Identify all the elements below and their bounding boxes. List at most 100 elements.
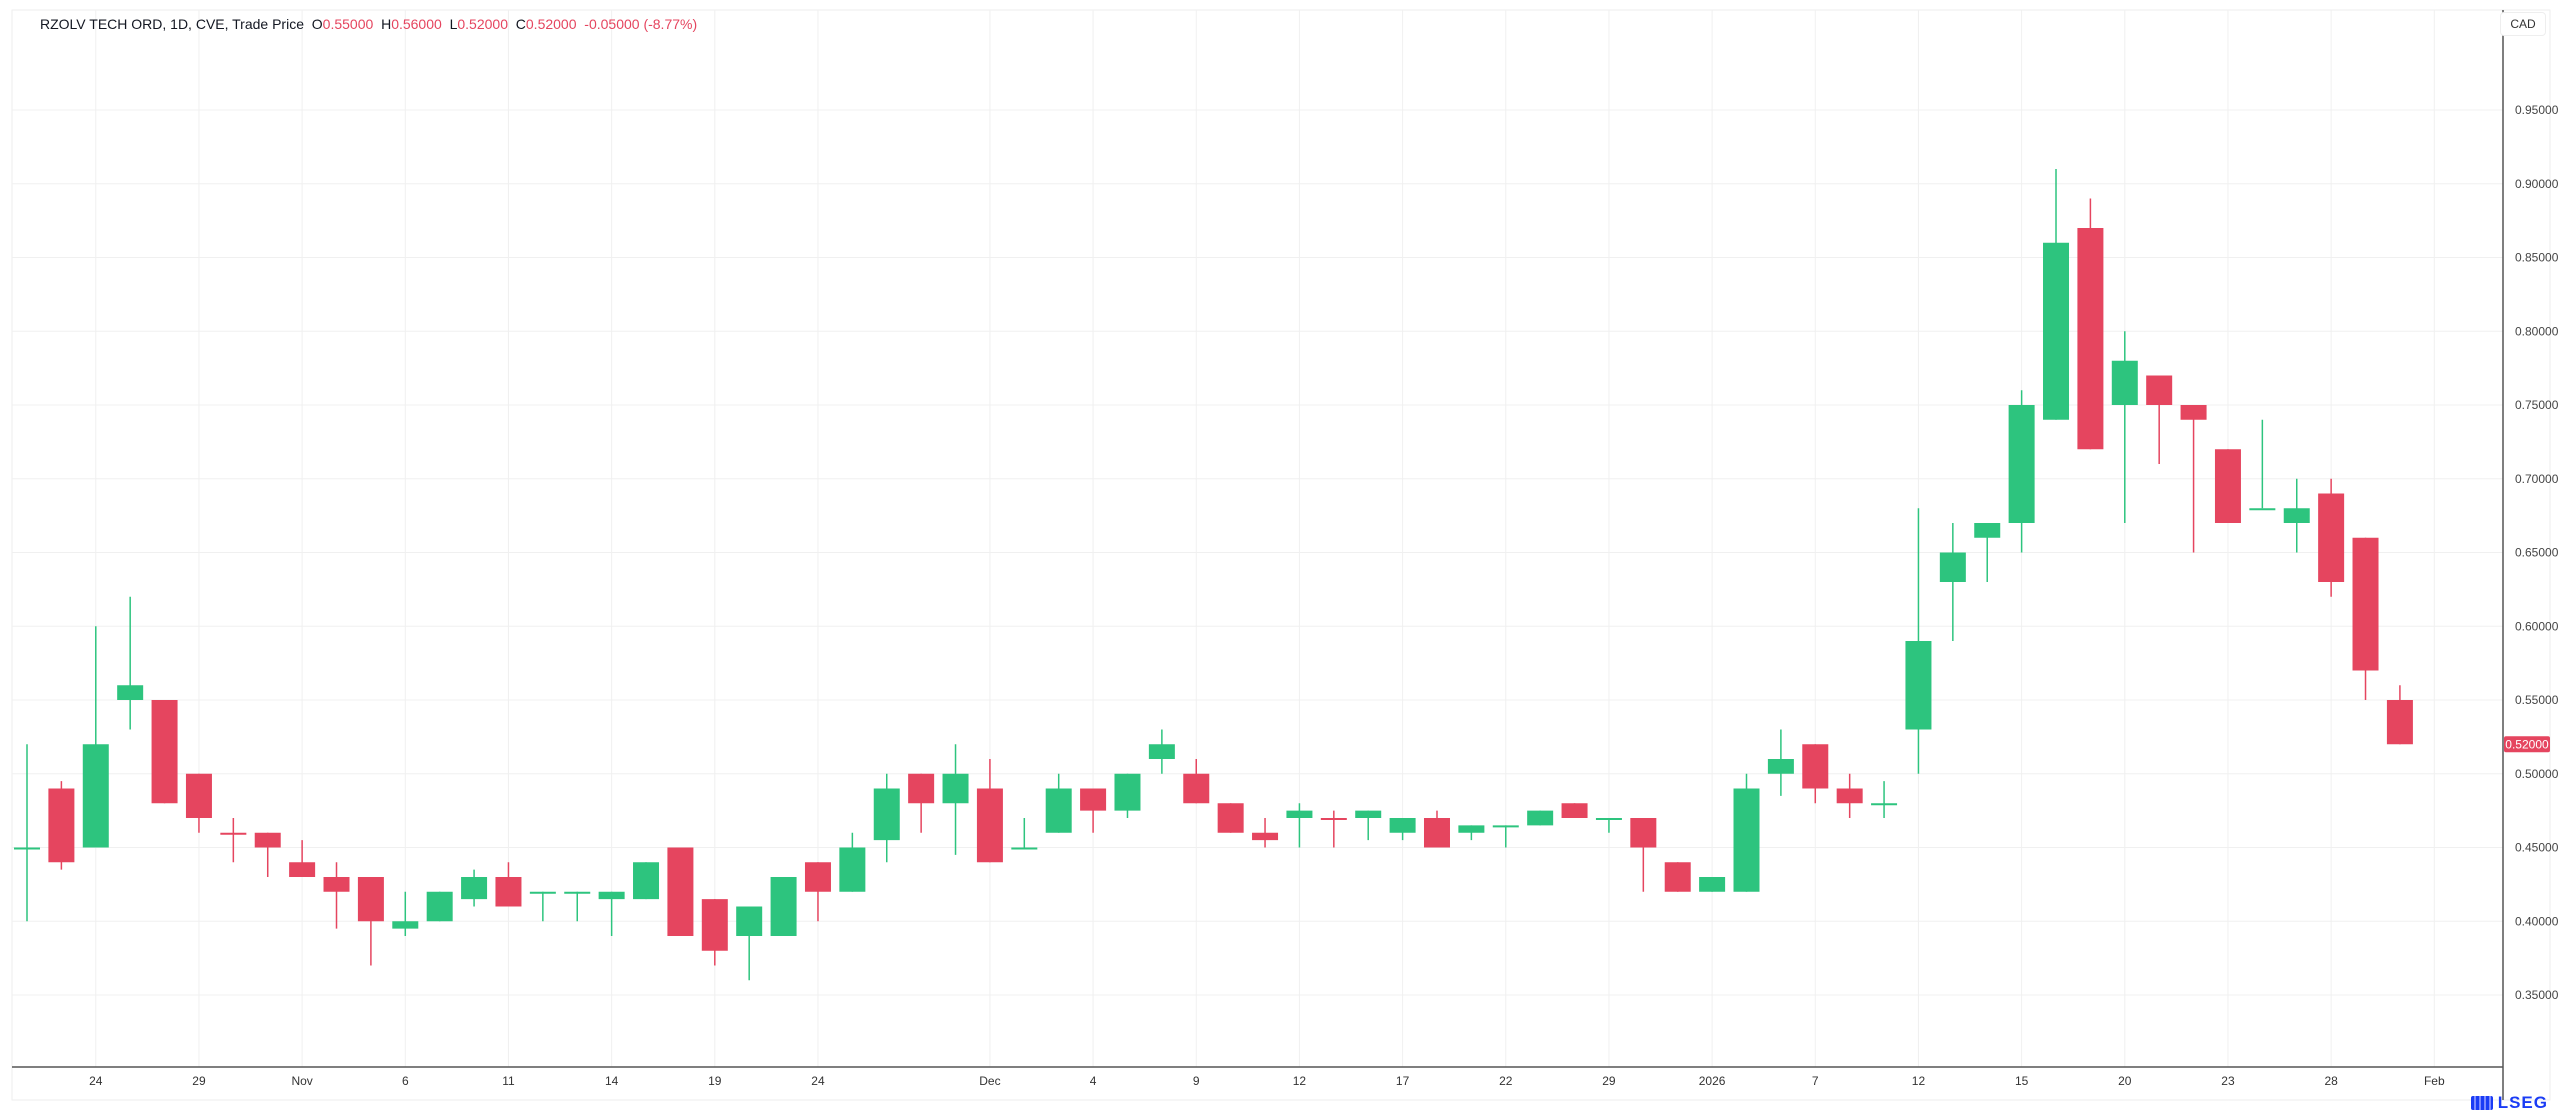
candle[interactable] (529, 891, 556, 922)
time-tick-label: 23 (2221, 1074, 2235, 1088)
candle-body (185, 773, 212, 818)
candle[interactable] (1767, 729, 1794, 796)
candle[interactable] (426, 891, 453, 922)
candle[interactable] (1905, 508, 1932, 774)
candle[interactable] (942, 744, 969, 855)
candle[interactable] (2283, 478, 2310, 553)
candle[interactable] (1423, 810, 1450, 848)
candle[interactable] (1148, 729, 1175, 774)
candle-body (1733, 788, 1760, 892)
candle[interactable] (1252, 818, 1279, 848)
candle[interactable] (804, 862, 831, 922)
candle[interactable] (2043, 169, 2070, 420)
candle[interactable] (357, 877, 384, 966)
time-tick-label: 7 (1812, 1074, 1819, 1088)
candle[interactable] (1664, 862, 1691, 892)
candle[interactable] (2214, 449, 2241, 523)
candle[interactable] (873, 773, 900, 863)
candle[interactable] (461, 869, 488, 907)
candle-body (392, 921, 419, 929)
candle[interactable] (392, 891, 419, 936)
candle[interactable] (2077, 198, 2104, 450)
candle-body (2386, 700, 2413, 745)
candle[interactable] (633, 862, 660, 900)
time-tick-label: 29 (192, 1074, 206, 1088)
price-axis[interactable]: 0.35000 0.40000 0.45000 0.50000 0.55000 0.600… (2515, 103, 2559, 1002)
gridlines (12, 10, 2503, 1067)
candle[interactable] (254, 832, 281, 877)
candle[interactable] (495, 862, 522, 907)
candle-body (495, 877, 522, 907)
time-tick-label: Dec (979, 1074, 1000, 1088)
candle-body (2249, 508, 2276, 511)
candle[interactable] (2180, 405, 2207, 553)
candle[interactable] (117, 596, 144, 730)
candle-body (770, 877, 797, 936)
candle-body (2180, 405, 2207, 420)
candle[interactable] (1011, 818, 1038, 850)
currency-button[interactable]: CAD (2500, 12, 2546, 36)
candle[interactable] (598, 891, 625, 936)
candle[interactable] (1355, 810, 1382, 841)
candle[interactable] (667, 847, 694, 937)
candle[interactable] (1183, 759, 1210, 804)
candle-body (1458, 825, 1485, 833)
lseg-logo-icon (2470, 1096, 2493, 1110)
candle[interactable] (151, 700, 178, 804)
candle[interactable] (976, 759, 1003, 863)
candle[interactable] (736, 906, 763, 981)
candle[interactable] (2386, 685, 2413, 745)
candle[interactable] (1527, 810, 1554, 826)
candle[interactable] (1458, 825, 1485, 841)
candle[interactable] (220, 818, 247, 863)
candle[interactable] (2318, 478, 2345, 597)
candle-body (1974, 523, 2001, 538)
candle-body (1836, 788, 1863, 804)
candle[interactable] (1389, 818, 1416, 841)
candle[interactable] (1320, 810, 1347, 848)
time-axis[interactable]: 24 29 Nov 6 11 14 19 24 Dec 4 9 12 17 22 29 2026 7 12 15 20… (89, 1074, 2445, 1088)
candle[interactable] (564, 891, 591, 922)
candle[interactable] (323, 862, 350, 929)
candle[interactable] (1114, 773, 1141, 818)
candle[interactable] (1836, 773, 1863, 818)
candle[interactable] (1802, 744, 1829, 804)
candle[interactable] (1286, 803, 1313, 848)
candle[interactable] (1080, 788, 1107, 833)
candle[interactable] (1699, 877, 1726, 892)
candle[interactable] (1939, 523, 1966, 641)
candle-body (1905, 641, 1932, 730)
candle-body (839, 847, 866, 892)
time-tick-label: Feb (2424, 1074, 2445, 1088)
candle[interactable] (2249, 419, 2276, 511)
candle[interactable] (1561, 803, 1588, 818)
candle[interactable] (1733, 773, 1760, 892)
candles[interactable] (14, 169, 2413, 981)
candle[interactable] (701, 899, 728, 966)
candle[interactable] (1045, 773, 1072, 833)
candle[interactable] (1974, 523, 2001, 582)
candle[interactable] (770, 877, 797, 936)
candle[interactable] (2008, 390, 2035, 553)
candle[interactable] (2146, 375, 2173, 465)
candle[interactable] (1492, 825, 1519, 848)
candle-body (1561, 803, 1588, 818)
candle[interactable] (1630, 818, 1657, 892)
candle[interactable] (908, 773, 935, 833)
candle-body (289, 862, 316, 877)
candle[interactable] (185, 773, 212, 833)
candle[interactable] (1595, 818, 1622, 833)
candle[interactable] (82, 626, 109, 848)
candle[interactable] (289, 840, 316, 877)
time-tick-label: 24 (811, 1074, 825, 1088)
candle[interactable] (1871, 781, 1898, 818)
candle[interactable] (839, 832, 866, 892)
candle[interactable] (1217, 803, 1244, 833)
price-tick-label: 0.35000 (2515, 988, 2559, 1002)
candle-body (220, 832, 247, 835)
candle[interactable] (2352, 537, 2379, 700)
candle[interactable] (14, 744, 40, 922)
candle[interactable] (2111, 331, 2138, 523)
candle[interactable] (48, 781, 75, 870)
